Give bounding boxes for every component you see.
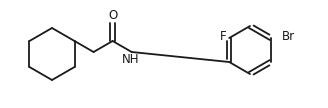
Text: NH: NH [122, 53, 139, 67]
Text: F: F [220, 30, 227, 44]
Text: O: O [108, 10, 117, 22]
Text: Br: Br [282, 30, 295, 44]
